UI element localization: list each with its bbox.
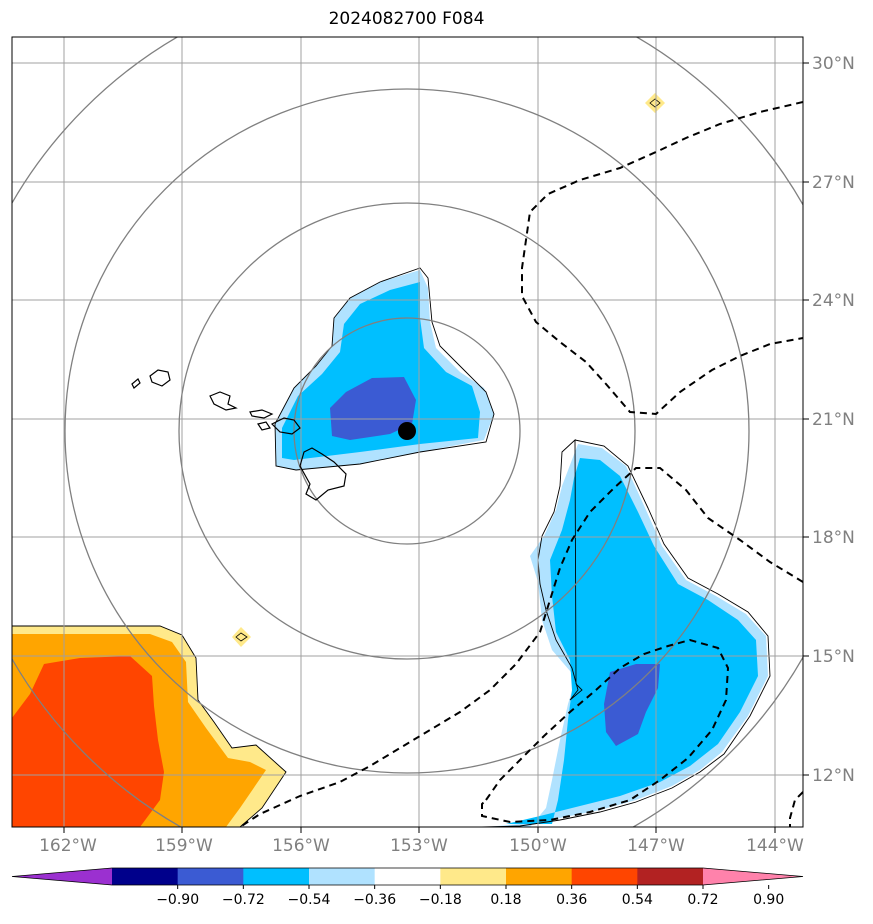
graticule (12, 37, 803, 827)
map-frame (11, 36, 804, 828)
colorbar-segment (440, 868, 507, 885)
lat-label: 30°N (812, 54, 855, 74)
lon-label: 147°W (627, 836, 685, 856)
southeast-negative-anomaly (486, 444, 768, 827)
lon-label: 153°W (390, 836, 448, 856)
range-rings (12, 37, 803, 827)
colorbar-tick-label: 0.36 (556, 892, 587, 908)
colorbar-segment (506, 868, 573, 885)
central-negative-anomaly (275, 270, 494, 470)
storm-center-marker (398, 422, 416, 440)
colorbar-segment (112, 868, 179, 885)
colorbar-tick-label: −0.36 (353, 892, 396, 908)
dashed-contours (239, 101, 803, 827)
colorbar-tick-label: 0.72 (687, 892, 718, 908)
coastlines (131, 369, 347, 501)
colorbar-segment (243, 868, 310, 885)
colorbar-tick-label: −0.54 (288, 892, 331, 908)
lon-label: 150°W (509, 836, 567, 856)
latitude-labels: 30°N 27°N 24°N 21°N 18°N 15°N 12°N (812, 54, 855, 786)
map-title: 2024082700 F084 (328, 9, 485, 29)
southwest-positive-anomaly (12, 626, 286, 827)
colorbar-segment (571, 868, 638, 885)
lon-label: 144°W (746, 836, 804, 856)
colorbar-tick-label: −0.90 (156, 892, 199, 908)
colorbar-tick-label: −0.18 (419, 892, 462, 908)
map-area (12, 37, 803, 827)
colorbar-extend-low (12, 868, 112, 885)
colorbar-tick-label: −0.72 (222, 892, 265, 908)
colorbar-tick-label: 0.18 (490, 892, 521, 908)
lat-label: 12°N (812, 766, 855, 786)
colorbar-segment (637, 868, 704, 885)
colorbar-outline (11, 867, 804, 886)
lon-label: 159°W (155, 836, 213, 856)
lat-label: 15°N (812, 647, 855, 667)
colorbar-extend-high (703, 868, 803, 885)
lon-label: 156°W (272, 836, 330, 856)
colorbar-segment (309, 868, 376, 885)
colorbar-tick-label: 0.54 (622, 892, 653, 908)
lat-label: 18°N (812, 528, 855, 548)
small-positive-patches (232, 93, 665, 647)
colorbar-tick-label: 0.90 (753, 892, 784, 908)
longitude-labels: 162°W 159°W 156°W 153°W 150°W 147°W 144°… (39, 836, 804, 856)
lat-label: 21°N (812, 410, 855, 430)
lon-label: 162°W (39, 836, 97, 856)
lat-label: 24°N (812, 291, 855, 311)
colorbar-segment (177, 868, 244, 885)
colorbar: −0.90 −0.72 −0.54 −0.36 −0.18 0.18 0.36 0.54 0.7… (11, 867, 804, 908)
contour-outlines (12, 267, 771, 827)
lat-label: 27°N (812, 173, 855, 193)
axis-ticks (63, 62, 809, 833)
colorbar-segment (374, 868, 441, 885)
